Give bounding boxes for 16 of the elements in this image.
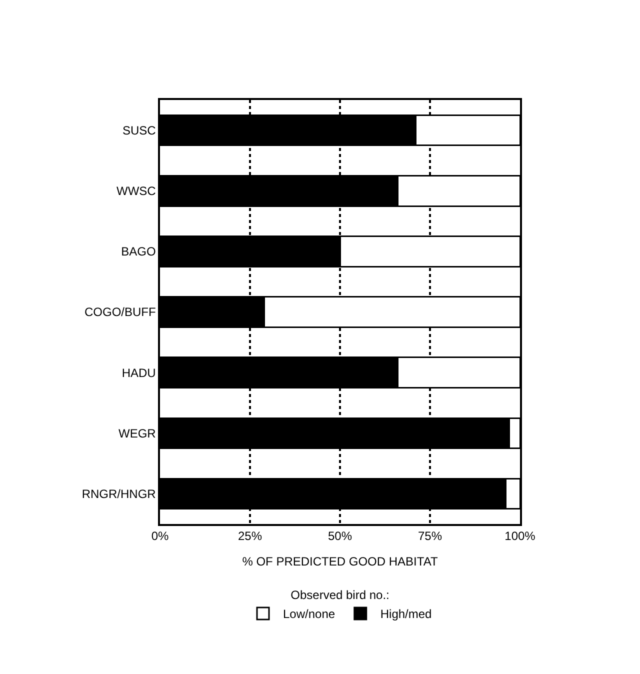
x-axis-title: % OF PREDICTED GOOD HABITAT (242, 554, 438, 569)
y-tick-label: WEGR (118, 426, 156, 440)
x-tick-label: 25% (238, 529, 262, 544)
legend-label: High/med (380, 607, 432, 622)
x-tick-label: 75% (418, 529, 442, 544)
y-tick-label: WWSC (116, 184, 156, 198)
legend-title: Observed bird no.: (290, 588, 390, 602)
y-tick-label: SUSC (122, 123, 156, 138)
x-tick-label: 50% (328, 529, 352, 544)
y-tick-label: RNGR/HNGR (82, 486, 156, 501)
y-tick-label: BAGO (121, 244, 156, 259)
x-tick-label: 0% (151, 529, 169, 544)
y-tick-label: HADU (122, 366, 156, 380)
y-tick-label: COGO/BUFF (84, 305, 156, 320)
legend-label: Low/none (283, 607, 336, 622)
x-tick-label: 100% (504, 529, 536, 544)
